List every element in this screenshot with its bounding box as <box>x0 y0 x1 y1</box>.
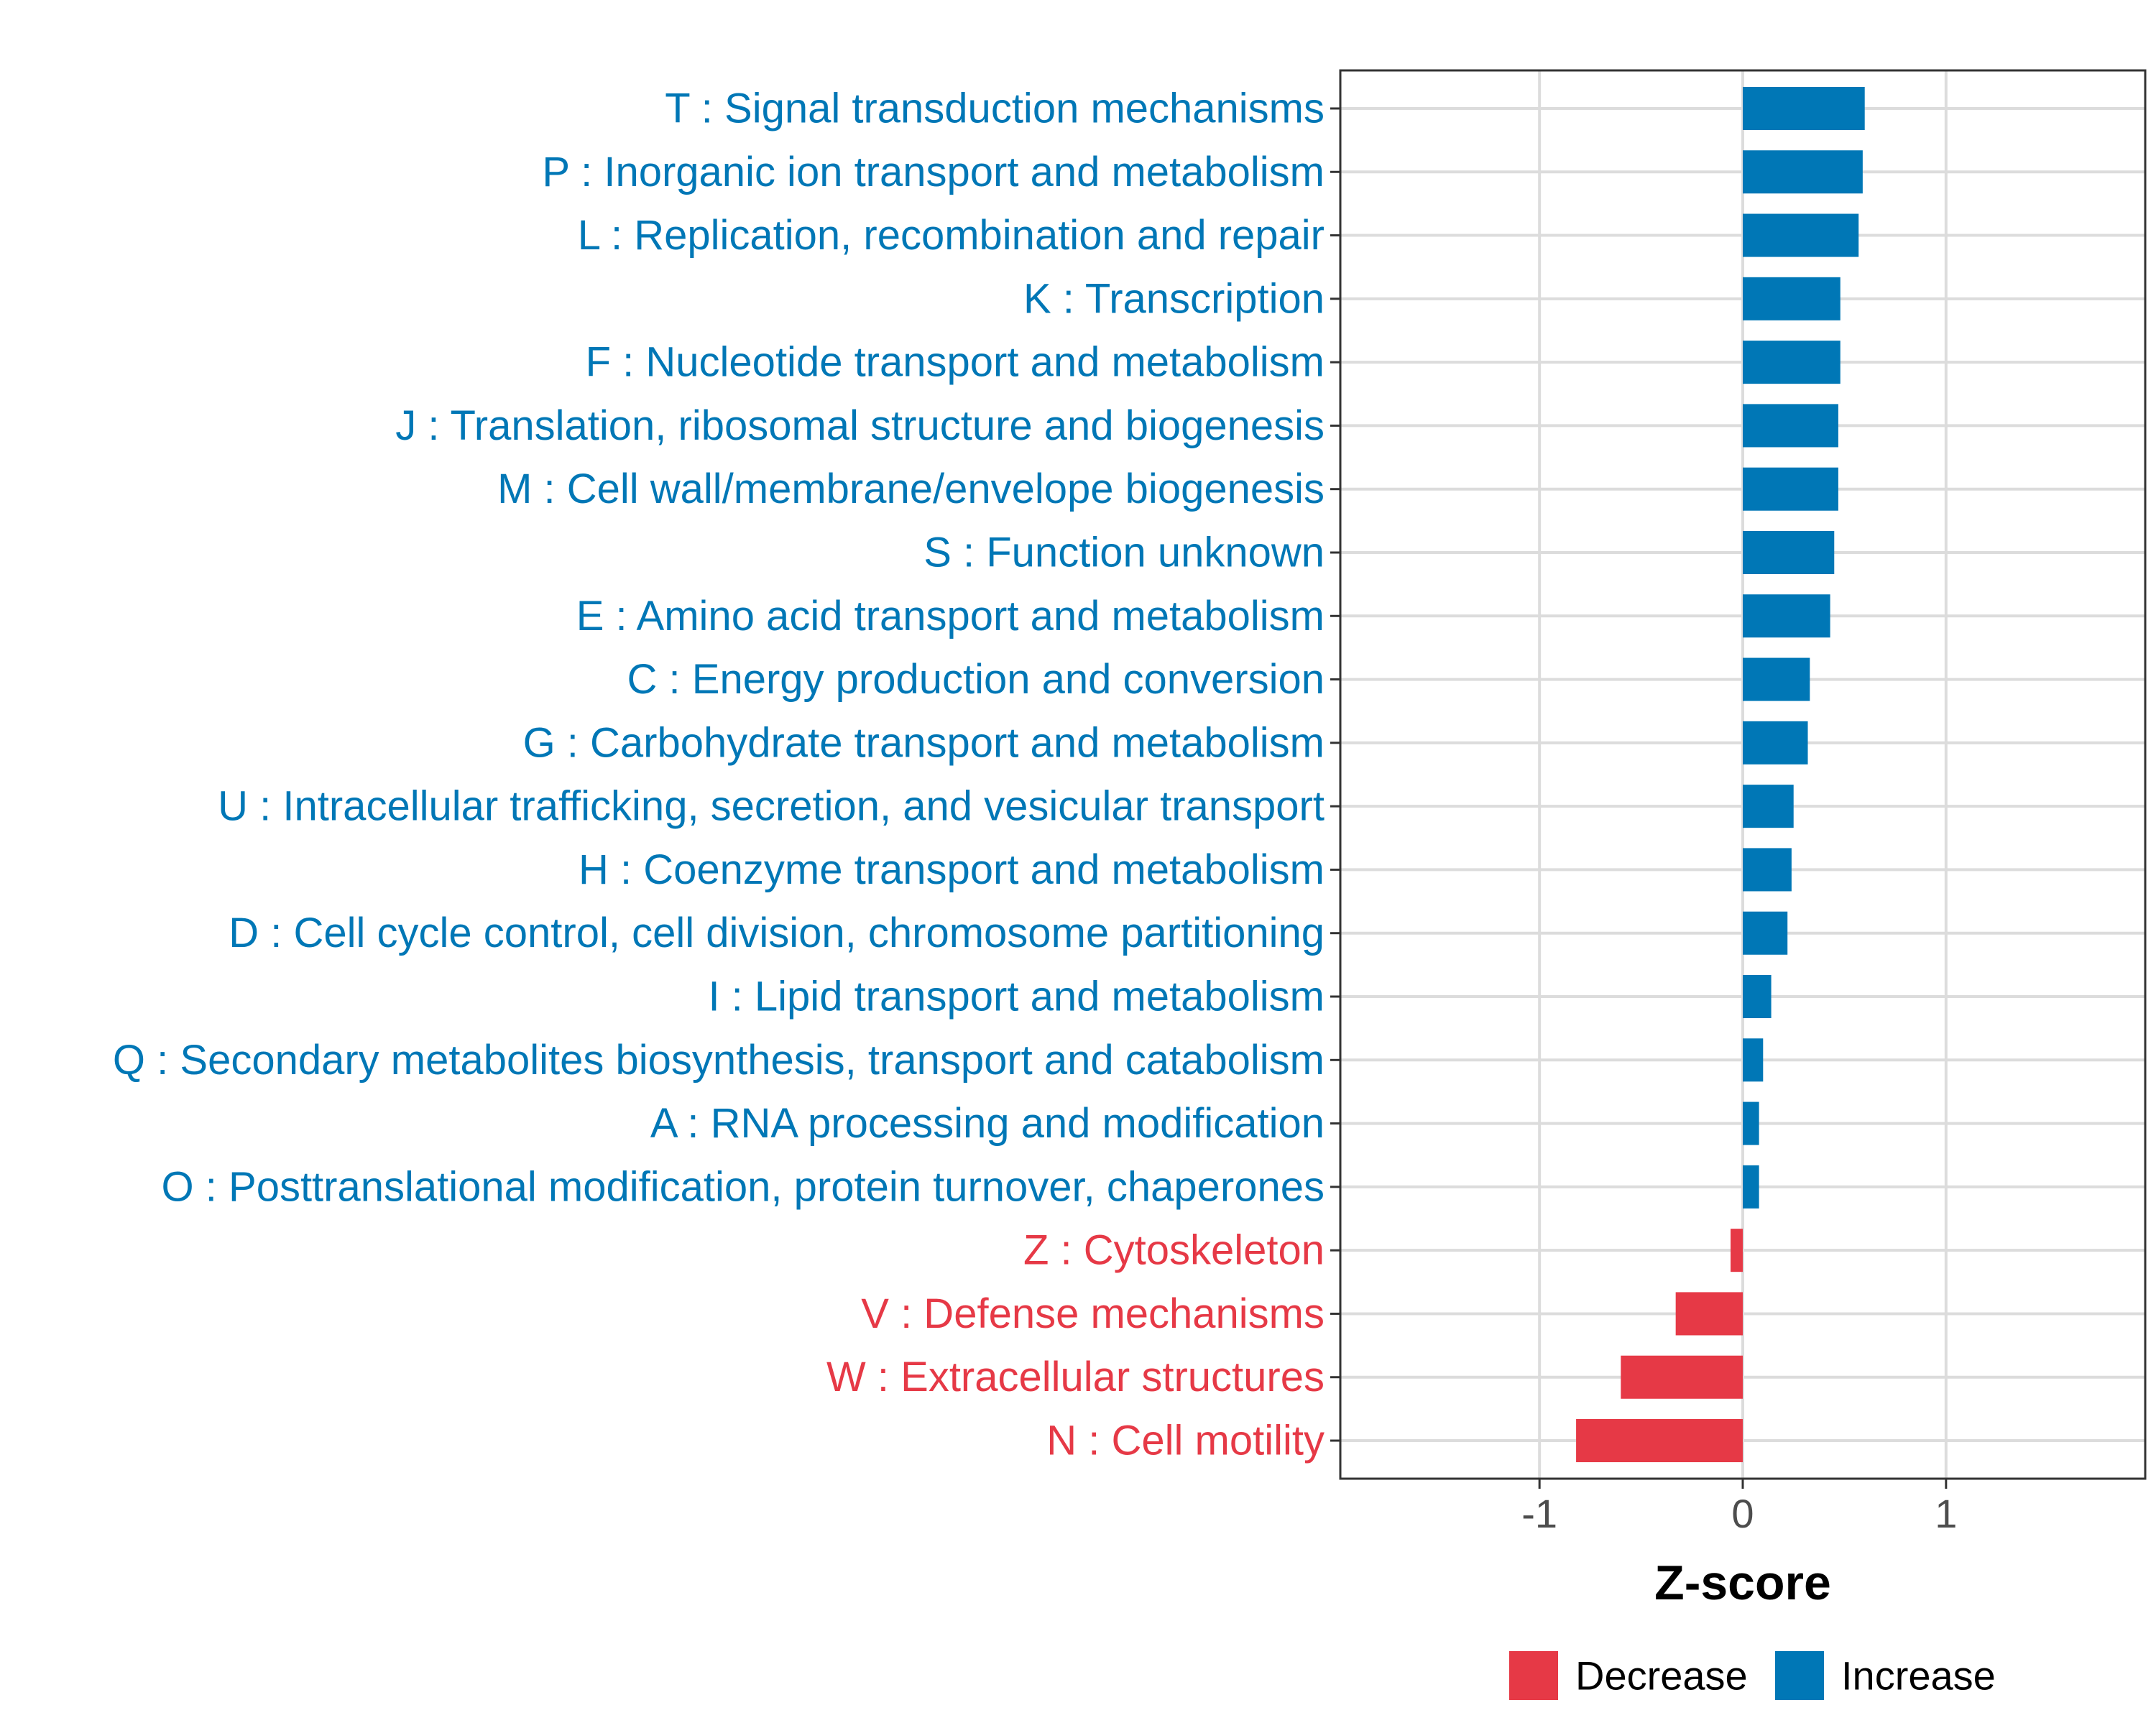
category-label: M : Cell wall/membrane/envelope biogenes… <box>497 466 1325 512</box>
bar-l <box>1743 213 1859 257</box>
legend-label-increase: Increase <box>1841 1653 1996 1699</box>
bar-k <box>1743 277 1841 320</box>
category-label: V : Defense mechanisms <box>861 1290 1325 1337</box>
x-tick-label: -1 <box>1521 1491 1557 1536</box>
x-tick-label: 0 <box>1731 1491 1754 1536</box>
bar-u <box>1743 785 1794 828</box>
bar-p <box>1743 150 1863 194</box>
bar-q <box>1743 1038 1764 1082</box>
bar-m <box>1743 467 1838 511</box>
category-label: W : Extracellular structures <box>826 1354 1325 1400</box>
bar-n <box>1576 1419 1743 1463</box>
x-tick-label: 1 <box>1935 1491 1957 1536</box>
bar-z <box>1731 1229 1743 1272</box>
category-label: C : Energy production and conversion <box>627 656 1325 703</box>
bar-d <box>1743 911 1788 955</box>
category-label: H : Coenzyme transport and metabolism <box>579 846 1325 893</box>
bar-f <box>1743 341 1841 384</box>
category-label: D : Cell cycle control, cell division, c… <box>229 910 1325 956</box>
bar-e <box>1743 594 1830 638</box>
bar-v <box>1675 1292 1743 1336</box>
category-label: K : Transcription <box>1023 275 1325 322</box>
x-axis-title: Z-score <box>1654 1556 1831 1610</box>
bar-c <box>1743 657 1810 701</box>
category-label: Z : Cytoskeleton <box>1023 1227 1325 1274</box>
legend-label-decrease: Decrease <box>1575 1653 1748 1699</box>
bar-s <box>1743 530 1835 575</box>
bar-o <box>1743 1165 1759 1209</box>
bar-h <box>1743 848 1792 892</box>
category-label: Q : Secondary metabolites biosynthesis, … <box>113 1037 1325 1084</box>
legend-swatch-increase <box>1775 1651 1824 1700</box>
category-label: A : RNA processing and modification <box>650 1100 1325 1147</box>
category-label: P : Inorganic ion transport and metaboli… <box>542 149 1325 195</box>
category-label: U : Intracellular trafficking, secretion… <box>218 783 1325 830</box>
bar-i <box>1743 974 1772 1019</box>
bar-g <box>1743 721 1808 764</box>
category-label: T : Signal transduction mechanisms <box>665 85 1325 131</box>
category-label: E : Amino acid transport and metabolism <box>576 593 1325 639</box>
bar-t <box>1743 86 1865 130</box>
category-label: O : Posttranslational modification, prot… <box>162 1163 1325 1210</box>
bar-j <box>1743 404 1838 448</box>
category-label: N : Cell motility <box>1046 1418 1325 1464</box>
category-label: F : Nucleotide transport and metabolism <box>586 339 1325 386</box>
category-label: G : Carbohydrate transport and metabolis… <box>523 719 1325 766</box>
category-label: I : Lipid transport and metabolism <box>708 974 1325 1020</box>
bar-w <box>1621 1355 1743 1399</box>
category-label: S : Function unknown <box>923 529 1325 576</box>
legend-swatch-decrease <box>1509 1651 1558 1700</box>
category-label: L : Replication, recombination and repai… <box>578 212 1325 259</box>
bar-a <box>1743 1101 1759 1145</box>
category-label: J : Translation, ribosomal structure and… <box>395 402 1325 449</box>
